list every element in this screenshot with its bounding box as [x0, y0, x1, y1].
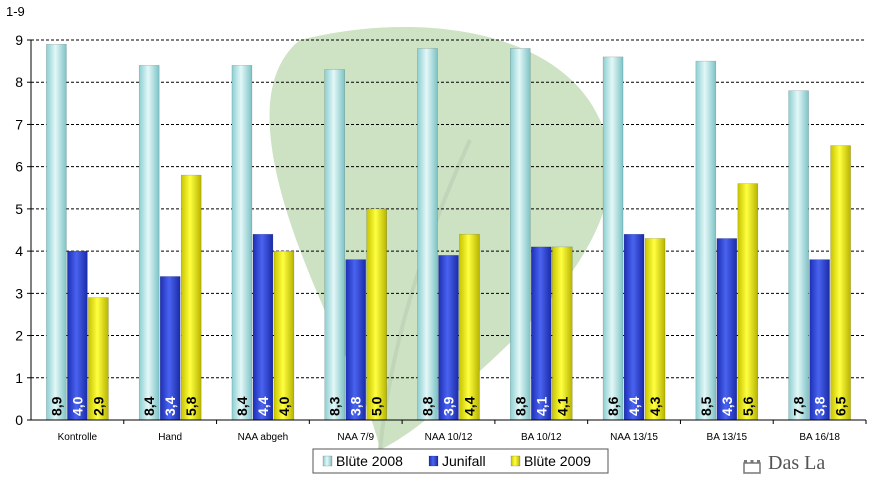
- bar: [644, 238, 666, 421]
- bar: [623, 233, 645, 421]
- x-tick-label: NAA 7/9: [337, 432, 374, 443]
- data-label: 8,4: [234, 396, 250, 416]
- bar: [46, 43, 67, 421]
- y-tick-label: 1: [15, 370, 23, 386]
- y-tick-label: 0: [15, 412, 23, 428]
- data-label: 4,1: [554, 396, 570, 416]
- bar: [438, 255, 459, 421]
- data-label: 7,8: [791, 396, 807, 416]
- legend-box: [312, 448, 609, 474]
- castle-icon: [743, 460, 761, 474]
- bar: [252, 233, 274, 421]
- x-tick-label: NAA abgeh: [238, 432, 289, 443]
- bar: [67, 250, 88, 421]
- legend-entry: Junifall: [442, 453, 486, 469]
- x-tick-label: Kontrolle: [58, 432, 98, 443]
- data-label: 4,4: [462, 396, 478, 416]
- bar: [531, 246, 552, 421]
- data-label: 4,0: [69, 396, 85, 416]
- data-label: 4,3: [719, 396, 735, 416]
- y-tick-label: 2: [15, 328, 23, 344]
- data-label: 3,8: [812, 396, 828, 416]
- data-label: 5,0: [369, 396, 385, 416]
- legend-swatch: [510, 455, 521, 467]
- bar: [510, 48, 531, 421]
- data-label: 2,9: [90, 396, 106, 416]
- y-tick-label: 5: [15, 201, 23, 217]
- legend-entry: Blüte 2008: [336, 453, 403, 469]
- data-label: 8,9: [48, 396, 64, 416]
- bar: [809, 259, 830, 421]
- bar: [830, 145, 851, 421]
- y-tick-label: 4: [15, 243, 23, 259]
- x-tick-label: BA 10/12: [521, 432, 562, 443]
- legend-swatch: [428, 455, 439, 467]
- legend-swatch: [322, 455, 333, 467]
- bar: [737, 183, 759, 421]
- data-label: 8,5: [698, 396, 714, 416]
- data-label: 8,4: [141, 396, 157, 416]
- data-label: 6,5: [833, 396, 849, 416]
- bar: [345, 259, 366, 421]
- x-tick-label: Hand: [158, 432, 182, 443]
- data-label: 4,1: [533, 396, 549, 416]
- logo-text: Das La: [768, 452, 826, 474]
- data-label: 8,3: [327, 396, 343, 416]
- bar: [273, 250, 295, 421]
- x-tick-label: BA 13/15: [707, 432, 748, 443]
- y-tick-label: 3: [15, 285, 23, 301]
- data-label: 8,8: [512, 396, 528, 416]
- data-label: 4,0: [276, 396, 292, 416]
- data-label: 3,9: [441, 396, 457, 416]
- bar: [788, 90, 809, 421]
- y-tick-label: 9: [15, 32, 23, 48]
- data-label: 3,4: [162, 396, 178, 416]
- bar: [459, 233, 480, 421]
- bar: [324, 69, 345, 421]
- data-label: 4,4: [626, 396, 642, 416]
- bar: [602, 56, 624, 421]
- bar: [552, 246, 573, 421]
- data-label: 8,8: [420, 396, 436, 416]
- legend-entry: Blüte 2009: [524, 453, 591, 469]
- data-label: 3,8: [348, 396, 364, 416]
- legend: Blüte 2008 Junifall Blüte 2009: [312, 448, 609, 474]
- x-tick-label: BA 16/18: [799, 432, 840, 443]
- bar: [231, 65, 253, 421]
- y-axis-label: 1-9: [6, 4, 25, 19]
- y-tick-label: 7: [15, 116, 23, 132]
- bar: [180, 174, 202, 421]
- bar: [138, 65, 160, 421]
- bar: [716, 238, 738, 421]
- data-label: 4,3: [647, 396, 663, 416]
- data-label: 5,6: [740, 396, 756, 416]
- y-tick-label: 6: [15, 159, 23, 175]
- data-label: 4,4: [255, 396, 271, 416]
- bar: [417, 48, 438, 421]
- x-tick-label: NAA 13/15: [610, 432, 658, 443]
- x-tick-label: NAA 10/12: [425, 432, 473, 443]
- y-tick-label: 8: [15, 74, 23, 90]
- data-label: 5,8: [183, 396, 199, 416]
- bar: [366, 208, 387, 421]
- bar: [695, 60, 717, 421]
- data-label: 8,6: [605, 396, 621, 416]
